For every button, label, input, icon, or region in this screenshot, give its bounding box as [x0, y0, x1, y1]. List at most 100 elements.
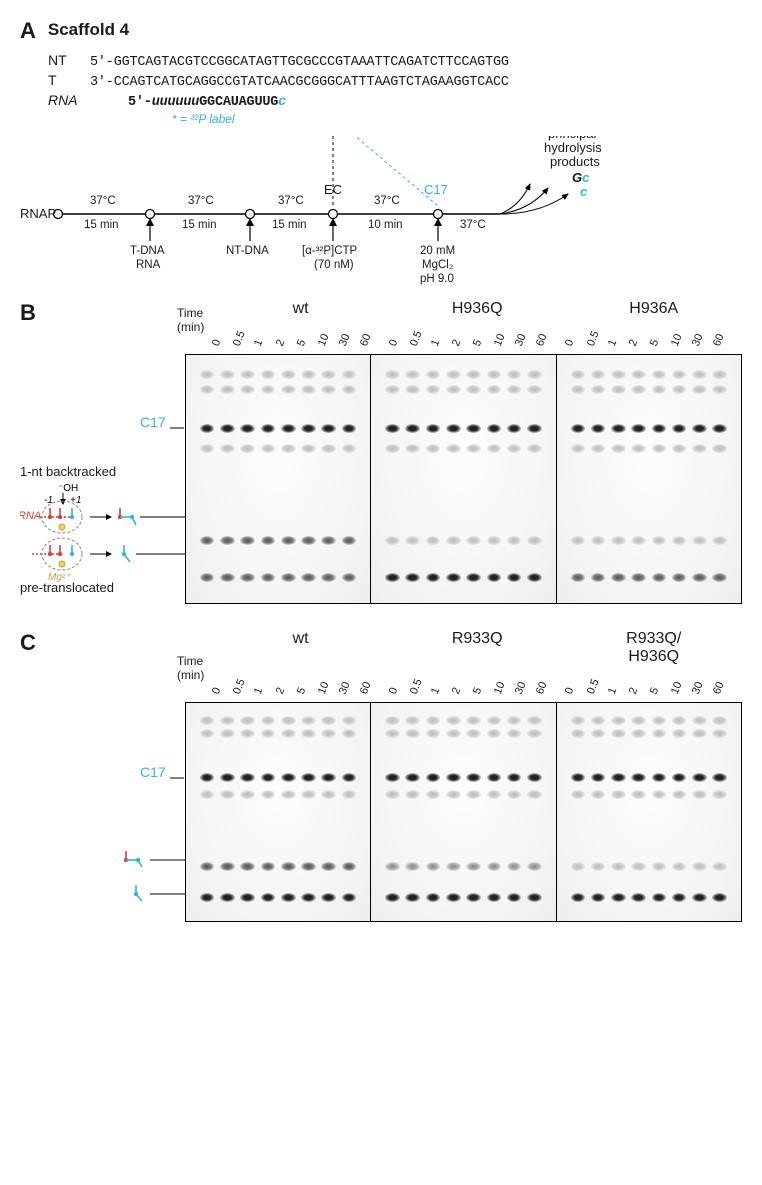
- time-tick: 5: [471, 333, 486, 348]
- time-tick: 60: [534, 681, 549, 696]
- gel-image-b: [185, 354, 742, 604]
- radiolabel-note: * = ³²P label: [172, 112, 742, 126]
- time-labels-c: 00.512510306000.512510306000.5125103060: [212, 668, 742, 680]
- time-tick: 10: [669, 333, 684, 348]
- dinuc-icon-c: [120, 848, 185, 871]
- time-tick: 5: [648, 333, 663, 348]
- svg-text:RNA: RNA: [20, 510, 41, 522]
- seq-row-nt: NT 5'-GGTCAGTACGTCCGGCATAGTTGCGCCCGTAAAT…: [48, 52, 742, 70]
- time-tick: 30: [337, 681, 352, 696]
- c17-marker-c: C17: [140, 764, 166, 780]
- time-tick: 1: [429, 681, 444, 696]
- variant-h936a: H936A: [565, 300, 742, 318]
- time-tick: 5: [471, 681, 486, 696]
- time-tick: 0.5: [584, 681, 599, 696]
- svg-text:15 min: 15 min: [182, 219, 217, 231]
- time-tick: 0: [387, 681, 402, 696]
- gel-lane-group: [371, 703, 556, 921]
- svg-text:37°C: 37°C: [188, 195, 214, 207]
- time-tick: 1: [252, 333, 267, 348]
- svg-text:hydrolysis: hydrolysis: [544, 140, 602, 155]
- svg-text:(70 nM): (70 nM): [314, 259, 354, 271]
- time-tick: 5: [648, 681, 663, 696]
- time-tick: 60: [358, 681, 373, 696]
- time-tick: 10: [492, 333, 507, 348]
- time-tick: 5: [294, 333, 309, 348]
- svg-text:37°C: 37°C: [278, 195, 304, 207]
- time-tick: 60: [358, 333, 373, 348]
- svg-text:37°C: 37°C: [460, 219, 486, 231]
- time-tick: 0.5: [231, 333, 246, 348]
- time-tick: 30: [513, 333, 528, 348]
- gel-lane-group: [557, 703, 741, 921]
- seq-label-rna: RNA: [48, 92, 90, 108]
- gel-lane-group: [371, 355, 556, 603]
- time-tick: 2: [450, 333, 465, 348]
- variant-header-b: wt H936Q H936A: [212, 300, 742, 318]
- t-sequence: 3'-CCAGTCATGCAGGCCGTATCAACGCGGGCATTTAAGT…: [90, 75, 509, 90]
- time-tick: 30: [690, 333, 705, 348]
- svg-text:⁻OH: ⁻OH: [58, 483, 78, 494]
- rna-sequence: 5'-uuuuuuGGCAUAGUUGc: [128, 95, 286, 110]
- time-tick: 1: [605, 681, 620, 696]
- svg-text:NT-DNA: NT-DNA: [226, 245, 269, 257]
- gel-lane-group: [186, 703, 371, 921]
- time-tick: 0: [210, 681, 225, 696]
- scaffold-title: Scaffold 4: [48, 20, 129, 40]
- sequence-block: NT 5'-GGTCAGTACGTCCGGCATAGTTGCGCCCGTAAAT…: [48, 52, 742, 126]
- panel-a: A Scaffold 4 NT 5'-GGTCAGTACGTCCGGCATAGT…: [20, 18, 742, 286]
- svg-text:20 mM: 20 mM: [420, 245, 455, 257]
- variant-header-c: wt R933Q R933Q/ H936Q: [212, 630, 742, 666]
- time-tick: 2: [450, 681, 465, 696]
- rna-core: GGCAUAGUUG: [199, 95, 278, 110]
- svg-text:+1: +1: [70, 495, 81, 506]
- time-tick: 0.5: [584, 333, 599, 348]
- svg-text:pH 9.0: pH 9.0: [420, 273, 454, 285]
- time-tick: 0: [387, 333, 402, 348]
- svg-text:[α-³²P]CTP: [α-³²P]CTP: [302, 245, 358, 257]
- time-axis-label: Time(min): [177, 306, 204, 334]
- svg-text:EC: EC: [324, 182, 342, 197]
- time-tick: 2: [273, 333, 288, 348]
- gel-image-c: [185, 702, 742, 922]
- timeline-svg: * RNAP 37°C 15 min T-DNA RNA 37°C 15 min…: [20, 136, 740, 286]
- svg-text:T-DNA: T-DNA: [130, 245, 165, 257]
- time-tick: 0.5: [408, 681, 423, 696]
- seq-label-t: T: [48, 72, 90, 88]
- time-tick: 0.5: [231, 681, 246, 696]
- time-tick: 1: [252, 681, 267, 696]
- variant-r933q: R933Q: [389, 630, 566, 666]
- svg-text:15 min: 15 min: [84, 219, 119, 231]
- time-tick: 30: [513, 681, 528, 696]
- time-tick: 30: [690, 681, 705, 696]
- seq-label-nt: NT: [48, 52, 90, 68]
- time-tick: 10: [316, 681, 331, 696]
- cartoon-pretranslocated: Mg²⁺ pre-translocated: [20, 534, 185, 595]
- time-tick: 2: [627, 333, 642, 348]
- time-tick: 0: [563, 681, 578, 696]
- rna-tail-c: c: [278, 95, 286, 110]
- time-tick: 5: [294, 681, 309, 696]
- panel-c: C Time(min) wt R933Q R933Q/ H936Q 00.512…: [20, 630, 742, 922]
- svg-text:products: products: [550, 154, 600, 169]
- svg-text:10 min: 10 min: [368, 219, 403, 231]
- mono-icon-c: [128, 882, 186, 905]
- svg-text:37°C: 37°C: [90, 195, 116, 207]
- variant-h936q: H936Q: [389, 300, 566, 318]
- gel-lane-group: [186, 355, 371, 603]
- rna-prefix: 5'-: [128, 95, 152, 110]
- variant-double: R933Q/ H936Q: [565, 630, 742, 666]
- time-tick: 30: [337, 333, 352, 348]
- svg-text:c: c: [580, 184, 588, 199]
- c17-marker-b: C17: [140, 414, 166, 430]
- time-tick: 1: [605, 333, 620, 348]
- time-tick: 10: [316, 333, 331, 348]
- panel-b: B Time(min) wt H936Q H936A 00.5125103060…: [20, 300, 742, 604]
- svg-text:C17: C17: [424, 182, 448, 197]
- rna-u-stretch: uuuuuu: [152, 95, 199, 110]
- seq-row-rna: RNA 5'-uuuuuuGGCAUAGUUGc: [48, 92, 742, 110]
- time-tick: 60: [711, 333, 726, 348]
- panel-a-letter: A: [20, 18, 36, 44]
- seq-row-t: T 3'-CCAGTCATGCAGGCCGTATCAACGCGGGCATTTAA…: [48, 72, 742, 90]
- time-tick: 2: [273, 681, 288, 696]
